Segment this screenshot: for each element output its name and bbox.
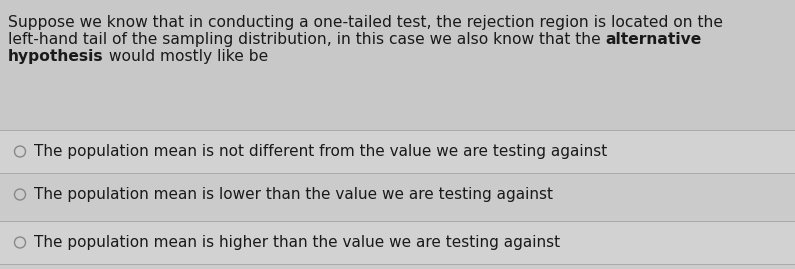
Text: The population mean is higher than the value we are testing against: The population mean is higher than the v… <box>34 235 560 250</box>
Text: The population mean is not different from the value we are testing against: The population mean is not different fro… <box>34 144 607 159</box>
Text: hypothesis: hypothesis <box>8 49 103 64</box>
Text: alternative: alternative <box>606 32 702 47</box>
Bar <box>0 130 795 173</box>
Bar <box>0 0 795 130</box>
Bar <box>0 221 795 264</box>
Text: left-hand tail of the sampling distribution, in this case we also know that the: left-hand tail of the sampling distribut… <box>8 32 606 47</box>
Bar <box>0 173 795 216</box>
Text: The population mean is lower than the value we are testing against: The population mean is lower than the va… <box>34 187 553 202</box>
Text: would mostly like be: would mostly like be <box>103 49 268 64</box>
Text: Suppose we know that in conducting a one-tailed test, the rejection region is lo: Suppose we know that in conducting a one… <box>8 15 723 30</box>
